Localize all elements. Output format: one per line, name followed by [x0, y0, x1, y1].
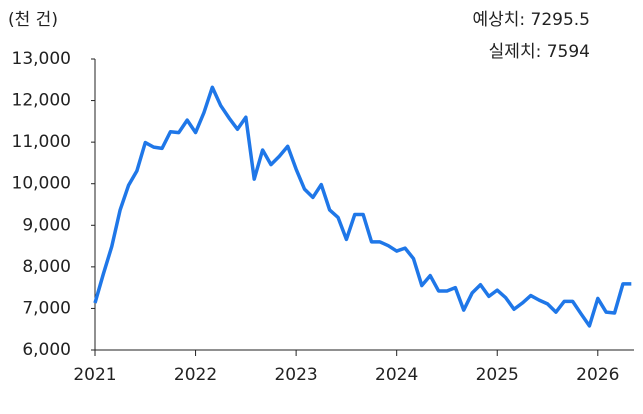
x-tick-label: 2024 [375, 365, 418, 385]
y-tick-label: 12,000 [12, 91, 71, 111]
unit-label: (천 건) [8, 10, 58, 30]
y-tick-label: 9,000 [22, 215, 71, 235]
x-tick-label: 2023 [274, 365, 317, 385]
x-tick-label: 2026 [576, 365, 619, 385]
series-line [93, 85, 632, 328]
x-tick-label: 2022 [174, 365, 217, 385]
y-tick-label: 10,000 [12, 174, 71, 194]
y-tick-label: 13,000 [12, 49, 71, 69]
x-tick-label: 2021 [73, 365, 116, 385]
actual-note: 실제치: 7594 [489, 42, 590, 62]
y-tick-label: 8,000 [22, 257, 71, 277]
y-tick-label: 11,000 [12, 132, 71, 152]
x-tick-label: 2025 [476, 365, 519, 385]
y-tick-label: 6,000 [22, 340, 71, 360]
forecast-note: 예상치: 7295.5 [472, 10, 590, 30]
y-tick-label: 7,000 [22, 298, 71, 318]
